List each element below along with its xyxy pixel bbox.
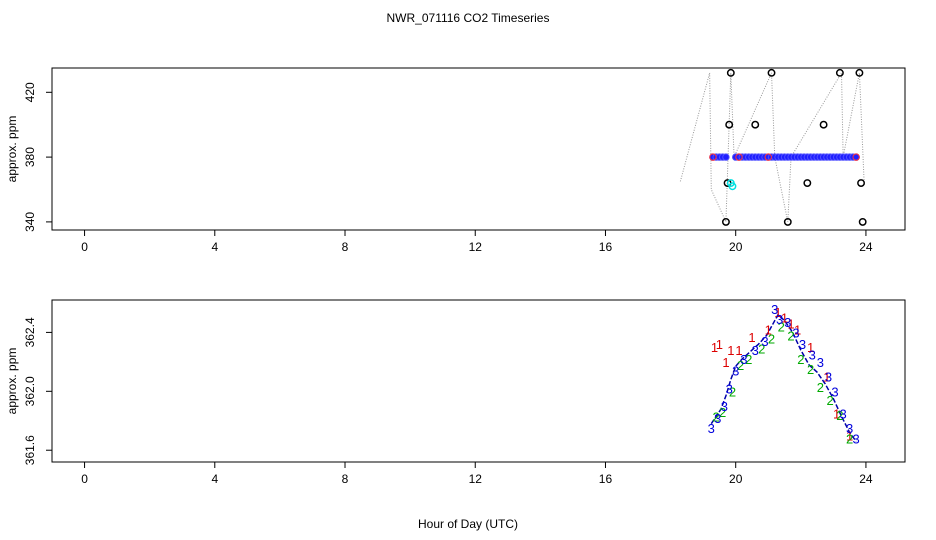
data-point-edge: [735, 153, 743, 161]
data-point-1: 1: [711, 340, 718, 355]
data-point-1: 1: [794, 322, 801, 337]
data-point-2: 2: [719, 405, 726, 420]
data-point-2: 2: [827, 393, 834, 408]
data-point-3: 3: [732, 364, 739, 379]
plot-frame: [51, 67, 906, 231]
x-tick-label: 8: [342, 472, 349, 486]
data-point-1: 1: [807, 340, 814, 355]
data-point-3: 3: [714, 411, 721, 426]
chart-title: NWR_071116 CO2 Timeseries: [387, 11, 550, 25]
data-point-1: 1: [823, 370, 830, 385]
series-line: [679, 71, 865, 223]
data-point-2: 2: [846, 431, 853, 446]
y-axis-label: approx. ppm: [5, 348, 19, 415]
data-point-3: 3: [771, 302, 778, 317]
data-point-2: 2: [729, 384, 736, 399]
y-tick-label: 380: [23, 147, 37, 167]
data-point-2: 2: [713, 409, 720, 424]
data-point-1: 1: [735, 343, 742, 358]
outlier-point: [751, 120, 760, 129]
outlier-point: [857, 179, 865, 187]
x-tick-label: 24: [859, 472, 873, 486]
data-point-2: 2: [768, 331, 775, 346]
data-point-2: 2: [817, 380, 824, 395]
data-point-1: 1: [787, 317, 794, 332]
x-axis-label: Hour of Day (UTC): [418, 517, 518, 531]
data-point-3: 3: [761, 334, 768, 349]
data-point-1: 1: [722, 355, 729, 370]
outlier-point: [819, 120, 828, 129]
data-point-1: 1: [727, 343, 734, 358]
data-point-2: 2: [787, 328, 794, 343]
data-point-3: 3: [792, 325, 799, 340]
outlier-point: [855, 68, 864, 77]
x-tick-label: 4: [211, 472, 218, 486]
data-point-1: 1: [748, 330, 755, 345]
outlier-point: [721, 217, 730, 226]
data-point-3: 3: [776, 312, 783, 327]
data-point-3: 3: [846, 421, 853, 436]
data-point-1: 1: [765, 322, 772, 337]
data-point-1: 1: [716, 337, 723, 352]
data-point-1: 1: [846, 428, 853, 443]
y-tick-label: 361.6: [23, 435, 37, 465]
x-tick-label: 0: [81, 472, 88, 486]
data-point-3: 3: [809, 347, 816, 362]
data-point-3: 3: [721, 399, 728, 414]
x-tick-label: 16: [599, 472, 613, 486]
outlier-point: [726, 68, 735, 77]
x-tick-label: 12: [469, 240, 483, 254]
data-point-3: 3: [831, 384, 838, 399]
data-point-2: 2: [737, 358, 744, 373]
data-point-edge: [709, 153, 717, 161]
top-panel: 0 4 8 12 16 20 24 340 380 420 approx. ppm: [5, 67, 906, 254]
data-point-3: 3: [726, 381, 733, 396]
x-tick-label: 20: [729, 472, 743, 486]
data-point-edge: [852, 153, 860, 161]
y-tick-label: 420: [23, 82, 37, 102]
data-point-2: 2: [807, 362, 814, 377]
y-tick-label: 362.4: [23, 317, 37, 347]
x-tick-label: 4: [211, 240, 218, 254]
y-axis-label: approx. ppm: [5, 116, 19, 183]
outlier-point: [835, 68, 844, 77]
x-tick-label: 20: [729, 240, 743, 254]
data-point-3: 3: [817, 355, 824, 370]
data-point-3: 3: [708, 421, 715, 436]
data-point-3: 3: [799, 337, 806, 352]
data-point-1: 1: [774, 305, 781, 320]
data-point-2: 2: [836, 408, 843, 423]
x-tick-label: 8: [342, 240, 349, 254]
y-tick-label: 362.0: [23, 376, 37, 406]
data-point-1: 1: [781, 311, 788, 326]
data-point-3: 3: [840, 406, 847, 421]
outlier-point: [767, 68, 776, 77]
data-point-3: 3: [853, 431, 860, 446]
data-point-2: 2: [797, 352, 804, 367]
outlier-point: [858, 217, 867, 226]
data-point-2: 2: [745, 352, 752, 367]
data-point: [722, 153, 730, 161]
data-point-1: 1: [833, 406, 840, 421]
x-tick-label: 12: [469, 472, 483, 486]
x-tick-label: 24: [859, 240, 873, 254]
cyan-point: [728, 182, 737, 191]
outlier-point: [725, 120, 734, 129]
outlier-point: [783, 217, 792, 226]
data-point-2: 2: [758, 342, 765, 357]
outlier-point: [803, 179, 812, 187]
data-point-3: 3: [752, 343, 759, 358]
x-tick-label: 16: [599, 240, 613, 254]
y-tick-label: 340: [23, 212, 37, 232]
data-point-edge: [764, 153, 772, 161]
plot-frame: [51, 299, 906, 463]
data-point-3: 3: [740, 352, 747, 367]
data-point-2: 2: [778, 320, 785, 335]
data-point-3: 3: [784, 315, 791, 330]
x-tick-label: 0: [81, 240, 88, 254]
data-point-3: 3: [825, 370, 832, 385]
